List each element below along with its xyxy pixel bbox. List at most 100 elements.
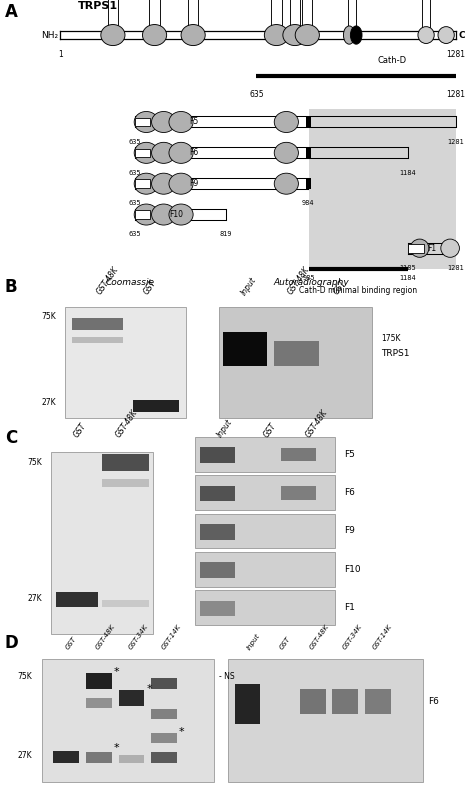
Text: GST-48K: GST-48K [304, 408, 330, 439]
Bar [306, 179, 311, 189]
Bar [53, 750, 79, 763]
Bar [135, 179, 151, 188]
Bar [86, 752, 112, 763]
Text: F6: F6 [344, 488, 355, 497]
Bar [281, 448, 316, 461]
Ellipse shape [274, 173, 299, 194]
Text: *: * [114, 743, 120, 753]
Bar [332, 689, 358, 714]
Text: 75K: 75K [18, 672, 33, 681]
Text: A: A [5, 3, 18, 21]
Bar [365, 689, 391, 714]
Text: 1184: 1184 [399, 275, 416, 280]
Text: 984: 984 [302, 201, 314, 206]
Bar [223, 332, 267, 366]
Ellipse shape [169, 204, 193, 225]
Bar [119, 690, 144, 706]
Bar [235, 684, 260, 724]
Bar [86, 698, 112, 708]
Text: 635: 635 [249, 90, 264, 99]
Text: GST-14K: GST-14K [160, 623, 182, 651]
Text: 75K: 75K [27, 457, 42, 467]
Bar [133, 400, 179, 412]
Text: 1184: 1184 [399, 170, 416, 175]
Bar [151, 752, 177, 763]
Text: 635: 635 [128, 139, 141, 145]
Ellipse shape [295, 24, 319, 46]
Text: F9: F9 [344, 526, 355, 536]
Text: 1: 1 [58, 51, 63, 59]
Ellipse shape [134, 204, 159, 225]
Bar [200, 562, 235, 578]
Text: B: B [5, 278, 17, 296]
Text: Cath-D minimal binding region: Cath-D minimal binding region [299, 286, 417, 295]
Text: GST-48K: GST-48K [113, 408, 139, 439]
Ellipse shape [152, 173, 176, 194]
Bar [135, 210, 151, 219]
Text: COOH: COOH [458, 31, 465, 40]
Text: GST: GST [141, 279, 158, 296]
Text: Input: Input [246, 633, 262, 651]
Bar [151, 709, 177, 719]
Text: NH₂: NH₂ [41, 31, 58, 40]
Bar [200, 447, 235, 463]
Text: GST-48K: GST-48K [95, 265, 120, 296]
Text: F9: F9 [189, 179, 199, 188]
Ellipse shape [134, 111, 159, 133]
Text: GST-14K: GST-14K [372, 623, 393, 651]
Bar [119, 755, 144, 763]
Ellipse shape [410, 239, 429, 258]
Bar [102, 453, 149, 471]
Text: 1185: 1185 [399, 265, 416, 271]
Bar [195, 514, 335, 548]
Ellipse shape [441, 239, 459, 258]
Bar [281, 487, 316, 499]
Bar [195, 437, 335, 472]
Bar [135, 149, 151, 157]
Ellipse shape [101, 24, 125, 46]
Text: F1: F1 [427, 243, 437, 253]
Text: F6: F6 [189, 149, 199, 157]
Ellipse shape [152, 111, 176, 133]
Text: F5: F5 [344, 450, 355, 459]
Bar [408, 244, 424, 253]
Text: Input: Input [239, 275, 258, 296]
Text: Autoradiography: Autoradiography [274, 278, 349, 287]
Ellipse shape [264, 24, 288, 46]
Text: F10: F10 [344, 565, 361, 574]
Text: 819: 819 [220, 231, 232, 237]
Bar [56, 592, 98, 607]
Ellipse shape [142, 24, 166, 46]
Text: GST: GST [72, 421, 88, 439]
Text: GST-34K: GST-34K [341, 623, 363, 651]
Bar [195, 590, 335, 625]
Ellipse shape [169, 142, 193, 164]
Text: 27K: 27K [27, 594, 42, 603]
Text: GST: GST [262, 421, 279, 439]
Text: C: C [5, 429, 17, 446]
Text: GST-48K: GST-48K [309, 623, 331, 651]
Bar [42, 659, 214, 782]
Bar [306, 148, 311, 158]
Text: *: * [146, 684, 152, 694]
Text: GST-48K: GST-48K [286, 265, 311, 296]
Bar [200, 524, 235, 540]
Text: F10: F10 [169, 210, 183, 219]
Text: *: * [179, 727, 185, 737]
Text: 175K: 175K [381, 333, 401, 343]
Text: 75K: 75K [41, 312, 56, 321]
Text: GST: GST [65, 636, 78, 651]
Text: 985: 985 [302, 275, 315, 280]
Text: 1281: 1281 [446, 90, 465, 99]
Bar [72, 318, 123, 330]
Bar [228, 659, 423, 782]
Text: 635: 635 [128, 201, 141, 206]
Text: - NS: - NS [219, 672, 234, 681]
Text: F6: F6 [428, 697, 438, 706]
Text: 635: 635 [128, 170, 141, 175]
Text: TRPS1: TRPS1 [381, 349, 410, 358]
Bar [274, 341, 319, 366]
Bar [72, 337, 123, 343]
Ellipse shape [438, 27, 454, 43]
Text: GST: GST [332, 279, 348, 296]
